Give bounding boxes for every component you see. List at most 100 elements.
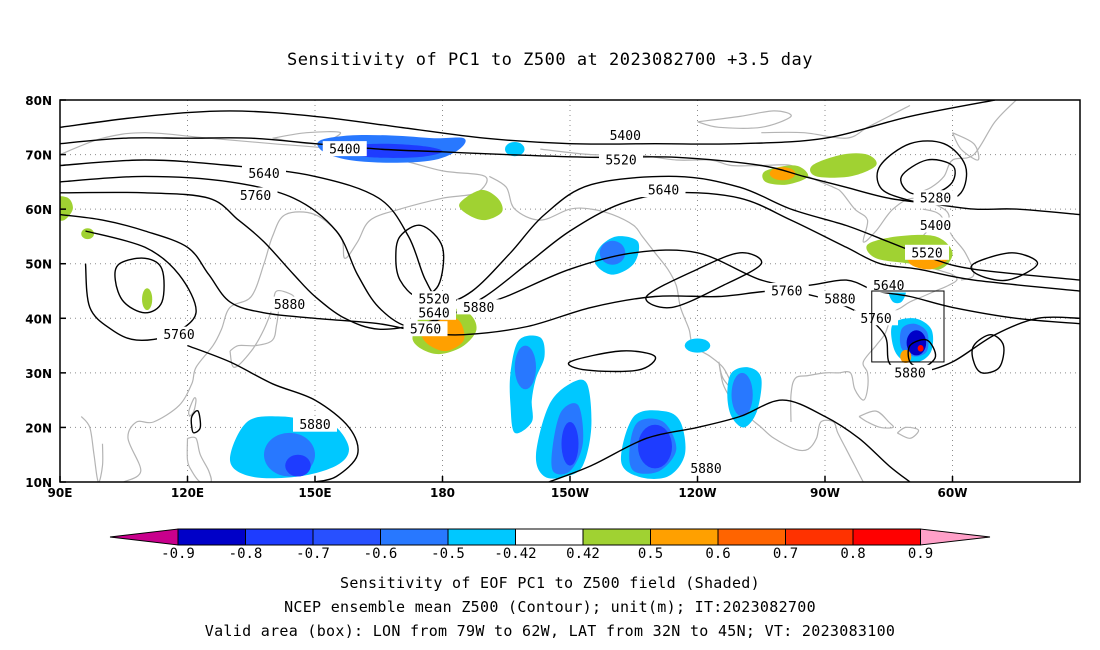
colorbar-label: 0.6 [705,546,730,562]
contour-label-background [866,277,911,293]
coastline [922,208,975,281]
positive-sensitivity-area [769,167,796,181]
contour-label-background [233,187,278,203]
z500-closed-contour [907,338,937,369]
z500-closed-contour [876,140,968,205]
latitude-label: 20N [25,421,52,435]
coastline [188,397,197,417]
contour-label-background [913,190,958,206]
contour-label-background [913,217,958,233]
contour-label: 5760 [771,285,802,300]
z500-closed-contour [970,252,1039,282]
contour-label: 5640 [248,167,279,182]
z500-contour-line [84,230,197,342]
negative-sensitivity-area [638,424,672,469]
colorbar-segment [245,528,314,546]
colorbar-label: -0.9 [161,546,195,562]
contour-label-background [157,326,201,342]
contour-label: 5880 [299,418,330,433]
contour-labels: 5400564057605760588058805520564057605880… [157,127,958,477]
contour-label-background [456,299,501,315]
longitude-label: 120E [171,486,204,500]
colorbar-segment [177,528,246,546]
colorbar-segment [785,528,854,546]
coastline [229,290,295,369]
coastline [951,132,980,161]
contour-label-background [412,291,456,307]
negative-sensitivity-area [906,330,927,356]
contour-label: 5400 [920,219,951,234]
contour-label: 5760 [240,189,271,204]
contour-label: 5880 [894,366,925,381]
contour-label: 5880 [274,298,305,313]
longitude-labels: 90E 120E 150E 180 150W 120W 90W 60W [48,476,968,500]
coastline [858,410,894,429]
latitude-labels: 80N 70N 60N 50N 40N 30N 20N 10N [25,94,66,490]
contour-label: 5880 [824,293,855,308]
map-title: Sensitivity of PC1 to Z500 at 2023082700… [286,50,813,70]
contour-label-background [684,460,728,476]
colorbar-label: -0.6 [364,546,398,562]
coastline [186,436,212,482]
colorbar-label: 0.8 [840,546,865,562]
colorbar-label: 0.42 [566,546,600,562]
contour-label-background [403,321,448,337]
colorbar-label: 0.5 [638,546,663,562]
coastline [761,104,911,139]
z500-contour-line [60,159,1080,303]
contour-label: 5520 [911,246,942,261]
colorbar-segment [852,528,921,546]
longitude-label: 150E [298,486,331,500]
longitude-label: 180 [430,486,455,500]
contour-label: 5400 [610,129,641,144]
contour-label-background [322,141,367,157]
latitude-label: 30N [25,367,52,381]
longitude-label: 120W [678,486,716,500]
z500-closed-contour [190,409,202,434]
colorbar-segment [380,528,449,546]
latitude-label: 50N [25,258,52,272]
latitude-label: 10N [25,476,52,490]
z500-contour-line [60,100,996,145]
contour-label-background [888,364,932,380]
contour-label-background [267,296,312,312]
positive-sensitivity-area [81,228,94,240]
contour-label-background [905,244,949,260]
caption-shading: Sensitivity of EOF PC1 to Z500 field (Sh… [340,574,760,592]
negative-sensitivity-area [731,372,753,417]
z500-closed-contour [567,350,657,373]
colorbar-segment [447,528,516,546]
z500-contour-line [60,175,1080,328]
negative-sensitivity-area [285,454,311,477]
colorbar-label: -0.7 [296,546,330,562]
positive-sensitivity-area [810,153,877,178]
contour-label-background [641,182,686,198]
contour-label: 5880 [690,462,721,477]
colorbar-segment [717,528,786,546]
colorbar-label: 0.7 [773,546,798,562]
colorbar-label: 0.9 [908,546,933,562]
longitude-label: 90E [48,486,73,500]
negative-sensitivity-area [684,338,711,353]
colorbar-segment [312,528,381,546]
coastline [896,426,920,439]
colorbar-segment [650,528,719,546]
z500-closed-contour [395,224,445,298]
contour-label-background [764,283,809,298]
z500-closed-contour [971,333,1005,374]
colorbar: -0.9 -0.8 -0.7 -0.6 -0.5 -0.42 0.42 0.5 0.6 0.7 0.… [109,528,991,562]
contour-label: 5880 [463,301,494,316]
caption-contour: NCEP ensemble mean Z500 (Contour); unit(… [284,598,816,616]
sensitivity-shading [60,134,953,479]
colorbar-label: -0.8 [229,546,263,562]
z500-contour-line [60,191,1080,331]
contour-label: 5760 [860,312,891,327]
contour-label-background [242,165,286,181]
z500-contour-line [548,399,911,482]
latitude-label: 60N [25,203,52,217]
contour-label-background [854,310,898,326]
colorbar-segment [582,528,651,546]
coastline [697,110,792,129]
longitude-label: 60W [938,486,968,500]
